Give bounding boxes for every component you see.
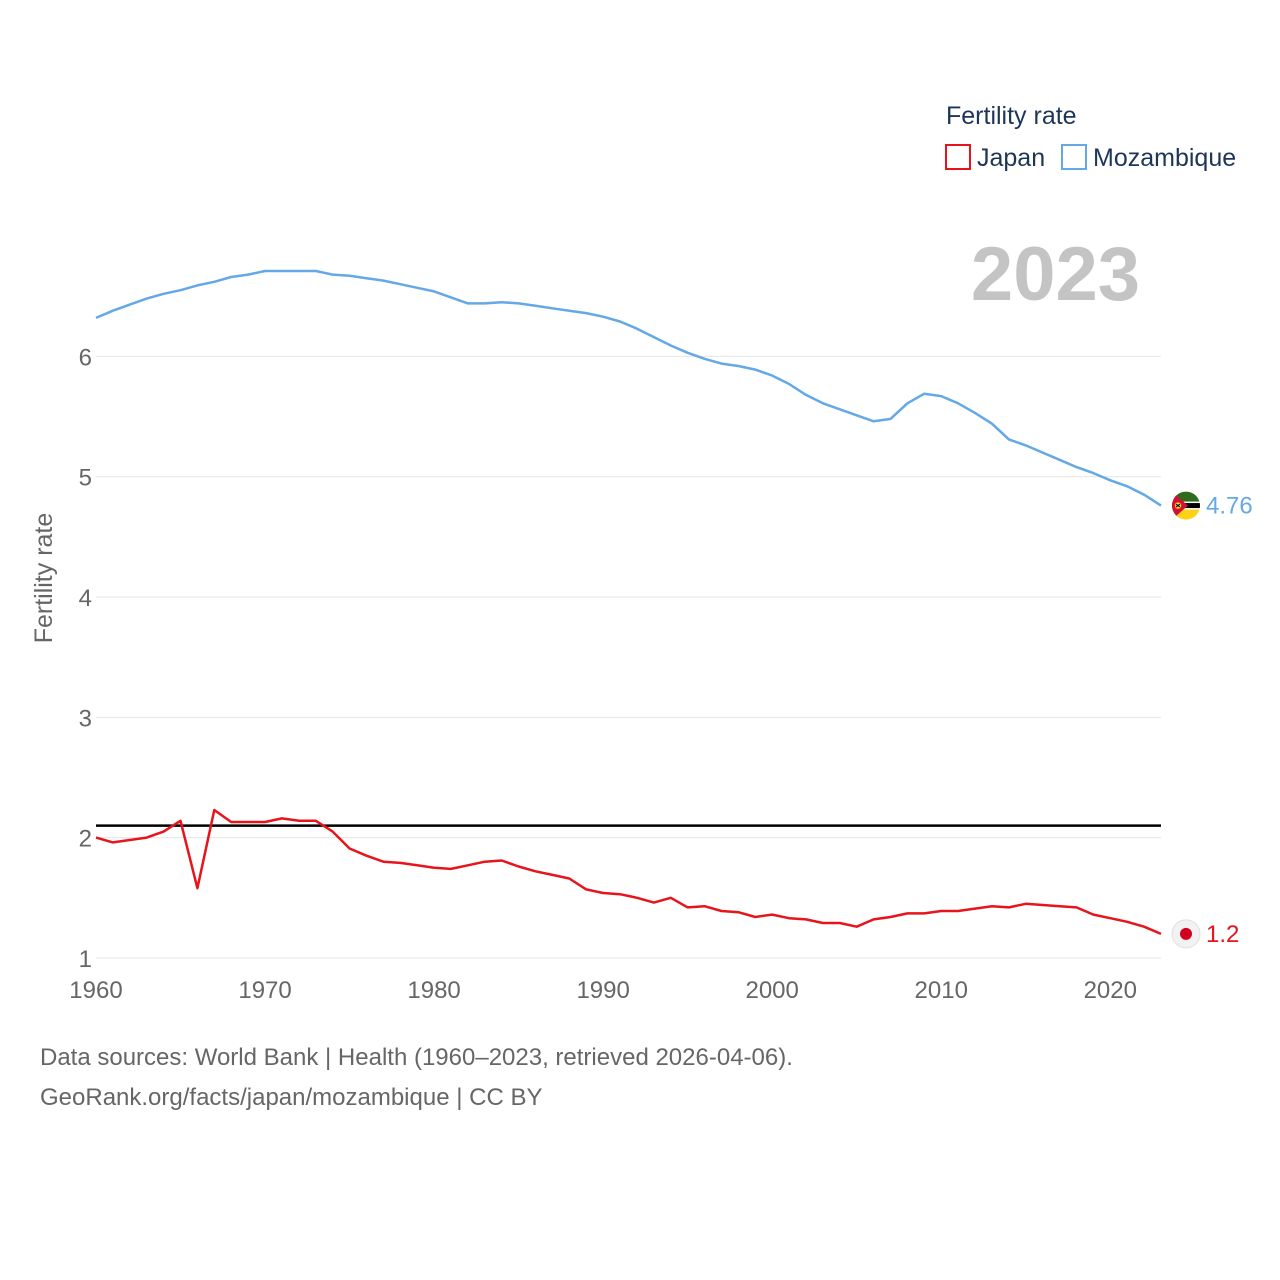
y-axis-ticks: 1 2 3 4 5 6 (79, 344, 92, 973)
y-tick-label: 5 (79, 465, 92, 492)
y-tick-label: 6 (79, 344, 92, 371)
legend-swatch-japan (945, 144, 971, 170)
series-line-japan[interactable] (95, 808, 1162, 936)
gridlines (96, 355, 1161, 959)
x-axis-ticks: 1960 1970 1980 1990 2000 2010 2020 (69, 977, 1137, 1004)
y-tick-label: 2 (79, 826, 92, 853)
legend-item-mozambique[interactable]: Mozambique (1061, 144, 1236, 172)
source-line-attribution[interactable]: GeoRank.org/facts/japan/mozambique | CC … (40, 1084, 543, 1111)
x-tick-label: 1960 (69, 977, 122, 1004)
x-tick-label: 2000 (745, 977, 798, 1004)
x-tick-label: 2010 (915, 977, 968, 1004)
legend-title: Fertility rate (946, 102, 1077, 130)
x-tick-label: 2020 (1084, 977, 1137, 1004)
x-tick-label: 1980 (407, 977, 460, 1004)
x-tick-label: 1970 (238, 977, 291, 1004)
japan-flag-icon (1171, 919, 1201, 949)
y-tick-label: 3 (79, 705, 92, 732)
x-tick-label: 1990 (576, 977, 629, 1004)
legend-swatch-mozambique (1061, 144, 1087, 170)
y-tick-label: 4 (79, 585, 92, 612)
series-line-mozambique[interactable] (95, 269, 1162, 507)
legend: Fertility rate Japan Mozambique (945, 102, 1236, 172)
legend-label-japan: Japan (977, 144, 1045, 172)
y-axis-label: Fertility rate (30, 513, 58, 644)
legend-label-mozambique: Mozambique (1093, 144, 1236, 172)
year-label: 2023 (971, 232, 1140, 317)
source-line-data: Data sources: World Bank | Health (1960–… (40, 1044, 793, 1071)
end-value-label-mozambique: 4.76 (1206, 493, 1253, 520)
mozambique-flag-icon (1172, 491, 1200, 520)
y-tick-label: 1 (79, 946, 92, 973)
legend-item-japan[interactable]: Japan (945, 144, 1045, 172)
end-value-label-japan: 1.2 (1206, 921, 1239, 948)
